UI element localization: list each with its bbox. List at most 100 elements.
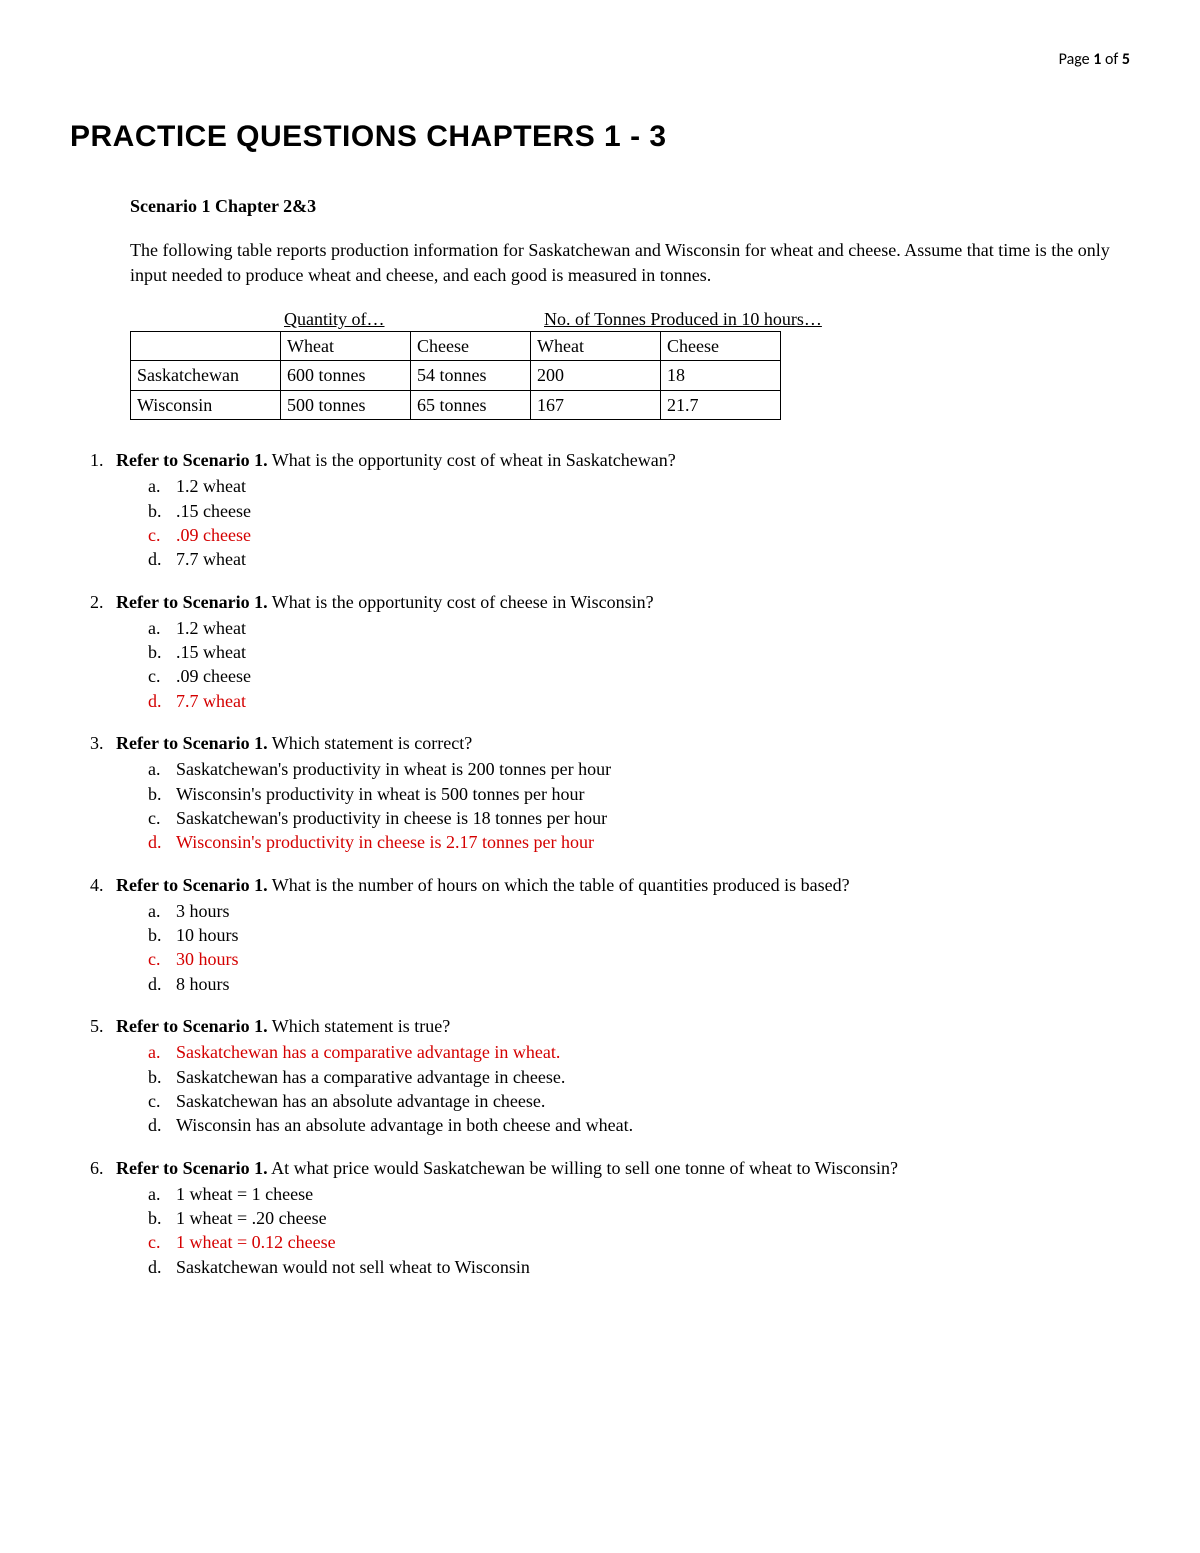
option-letter: b. — [148, 499, 176, 523]
question-line: 2.Refer to Scenario 1. What is the oppor… — [90, 590, 1130, 614]
option-text: 1.2 wheat — [176, 616, 246, 640]
options-list: a.3 hoursb.10 hoursc.30 hoursd.8 hours — [90, 899, 1130, 996]
table-group-headers: Quantity of… No. of Tonnes Produced in 1… — [130, 307, 1130, 331]
option: c.Saskatchewan's productivity in cheese … — [148, 806, 1130, 830]
question-line: 4.Refer to Scenario 1. What is the numbe… — [90, 873, 1130, 897]
questions-list: 1.Refer to Scenario 1. What is the oppor… — [90, 448, 1130, 1279]
option-letter: a. — [148, 474, 176, 498]
option-letter: c. — [148, 523, 176, 547]
option-text: .15 wheat — [176, 640, 246, 664]
option-text: Saskatchewan has a comparative advantage… — [176, 1065, 565, 1089]
question: 4.Refer to Scenario 1. What is the numbe… — [90, 873, 1130, 996]
question-rest: What is the opportunity cost of wheat in… — [268, 450, 676, 470]
option-letter: b. — [148, 1206, 176, 1230]
question-text: Refer to Scenario 1. Which statement is … — [116, 1014, 450, 1038]
question: 3.Refer to Scenario 1. Which statement i… — [90, 731, 1130, 854]
question-lead: Refer to Scenario 1. — [116, 450, 268, 470]
option: b..15 wheat — [148, 640, 1130, 664]
question-number: 5. — [90, 1014, 116, 1038]
question-text: Refer to Scenario 1. At what price would… — [116, 1156, 898, 1180]
question-lead: Refer to Scenario 1. — [116, 1016, 268, 1036]
option: d.7.7 wheat — [148, 547, 1130, 571]
option-text: Wisconsin's productivity in wheat is 500… — [176, 782, 584, 806]
question-rest: Which statement is true? — [268, 1016, 451, 1036]
table-header-quantity: Quantity of… — [280, 307, 540, 331]
col-header-wheat2: Wheat — [531, 332, 661, 361]
cell-cheese: 65 tonnes — [411, 390, 531, 419]
option: b.Wisconsin's productivity in wheat is 5… — [148, 782, 1130, 806]
scenario-heading: Scenario 1 Chapter 2&3 — [130, 194, 1130, 218]
option-letter: d. — [148, 689, 176, 713]
cell-wheat2: 200 — [531, 361, 661, 390]
option-letter: a. — [148, 1182, 176, 1206]
option-text: .09 cheese — [176, 523, 251, 547]
option-letter: a. — [148, 1040, 176, 1064]
option-text: 8 hours — [176, 972, 230, 996]
options-list: a.1.2 wheatb..15 cheesec..09 cheesed.7.7… — [90, 474, 1130, 571]
col-header-wheat: Wheat — [281, 332, 411, 361]
option-text: .09 cheese — [176, 664, 251, 688]
table-header-blank — [130, 307, 280, 331]
option: b.1 wheat = .20 cheese — [148, 1206, 1130, 1230]
option: b.Saskatchewan has a comparative advanta… — [148, 1065, 1130, 1089]
page-number: Page 1 of 5 — [1059, 50, 1130, 69]
scenario-description: The following table reports production i… — [130, 238, 1130, 287]
option: c.Saskatchewan has an absolute advantage… — [148, 1089, 1130, 1113]
option-letter: d. — [148, 1113, 176, 1137]
question-lead: Refer to Scenario 1. — [116, 875, 268, 895]
options-list: a.1.2 wheatb..15 wheatc..09 cheesed.7.7 … — [90, 616, 1130, 713]
page-of: of — [1101, 50, 1122, 69]
option-letter: d. — [148, 1255, 176, 1279]
question-lead: Refer to Scenario 1. — [116, 592, 268, 612]
option-text: 7.7 wheat — [176, 547, 246, 571]
option: d.Wisconsin's productivity in cheese is … — [148, 830, 1130, 854]
option-text: Saskatchewan has a comparative advantage… — [176, 1040, 560, 1064]
question-number: 2. — [90, 590, 116, 614]
option-text: Saskatchewan's productivity in wheat is … — [176, 757, 611, 781]
cell-region: Saskatchewan — [131, 361, 281, 390]
question-number: 6. — [90, 1156, 116, 1180]
question-line: 6.Refer to Scenario 1. At what price wou… — [90, 1156, 1130, 1180]
content-area: Scenario 1 Chapter 2&3 The following tab… — [70, 194, 1130, 1279]
option-text: 1 wheat = 0.12 cheese — [176, 1230, 336, 1254]
question-rest: At what price would Saskatchewan be will… — [268, 1158, 898, 1178]
options-list: a.Saskatchewan's productivity in wheat i… — [90, 757, 1130, 854]
option-letter: a. — [148, 757, 176, 781]
option: b..15 cheese — [148, 499, 1130, 523]
option: d.Wisconsin has an absolute advantage in… — [148, 1113, 1130, 1137]
option-letter: b. — [148, 1065, 176, 1089]
option-letter: c. — [148, 947, 176, 971]
production-table: Wheat Cheese Wheat Cheese Saskatchewan 6… — [130, 331, 781, 420]
option-letter: d. — [148, 547, 176, 571]
cell-cheese: 54 tonnes — [411, 361, 531, 390]
option: b.10 hours — [148, 923, 1130, 947]
question: 1.Refer to Scenario 1. What is the oppor… — [90, 448, 1130, 571]
option-text: Wisconsin has an absolute advantage in b… — [176, 1113, 633, 1137]
option-letter: b. — [148, 782, 176, 806]
cell-wheat2: 167 — [531, 390, 661, 419]
option-text: 7.7 wheat — [176, 689, 246, 713]
question-rest: What is the number of hours on which the… — [268, 875, 850, 895]
production-table-wrap: Quantity of… No. of Tonnes Produced in 1… — [130, 307, 1130, 420]
table-header-tonnes: No. of Tonnes Produced in 10 hours… — [540, 307, 840, 331]
option: c..09 cheese — [148, 523, 1130, 547]
option: d.Saskatchewan would not sell wheat to W… — [148, 1255, 1130, 1279]
option-letter: c. — [148, 806, 176, 830]
options-list: a.Saskatchewan has a comparative advanta… — [90, 1040, 1130, 1137]
page-title: PRACTICE QUESTIONS CHAPTERS 1 - 3 — [70, 120, 1130, 154]
question: 5.Refer to Scenario 1. Which statement i… — [90, 1014, 1130, 1137]
option: d.7.7 wheat — [148, 689, 1130, 713]
option-letter: c. — [148, 1230, 176, 1254]
col-header-cheese: Cheese — [411, 332, 531, 361]
option: c.1 wheat = 0.12 cheese — [148, 1230, 1130, 1254]
option-letter: c. — [148, 664, 176, 688]
option: c.30 hours — [148, 947, 1130, 971]
option-text: Saskatchewan has an absolute advantage i… — [176, 1089, 545, 1113]
table-row: Saskatchewan 600 tonnes 54 tonnes 200 18 — [131, 361, 781, 390]
option-text: 1 wheat = 1 cheese — [176, 1182, 313, 1206]
option-letter: b. — [148, 923, 176, 947]
option-letter: b. — [148, 640, 176, 664]
option: a.1 wheat = 1 cheese — [148, 1182, 1130, 1206]
question-text: Refer to Scenario 1. Which statement is … — [116, 731, 472, 755]
table-col-header-row: Wheat Cheese Wheat Cheese — [131, 332, 781, 361]
